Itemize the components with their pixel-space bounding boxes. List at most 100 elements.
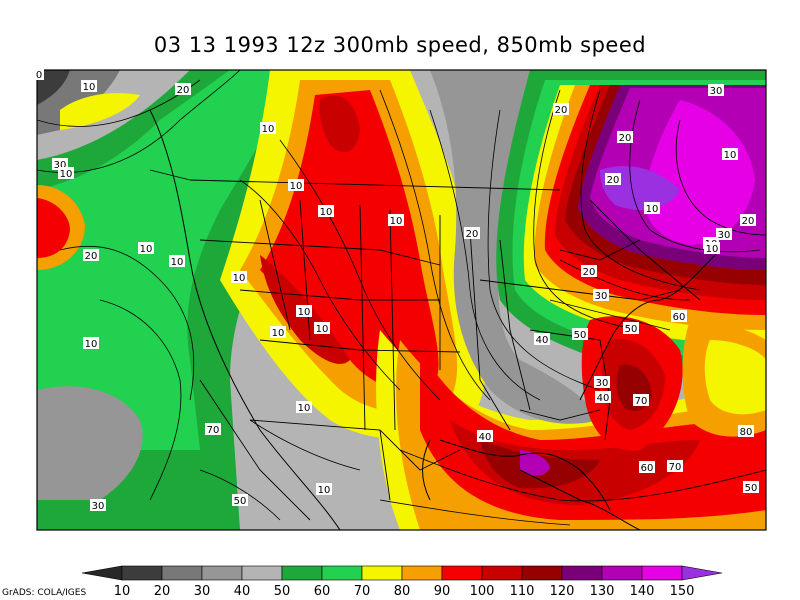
coastlines bbox=[149, 109, 721, 530]
contour-label-box bbox=[175, 83, 191, 95]
contour-label: 10 bbox=[706, 244, 719, 255]
contour-label: 20 bbox=[607, 175, 620, 186]
contour-label-box bbox=[722, 148, 738, 160]
colorbar-tick-label: 120 bbox=[550, 584, 575, 599]
colorbar-swatch bbox=[521, 565, 563, 581]
contour-label: 30 bbox=[54, 160, 67, 171]
contour-label-box bbox=[232, 494, 248, 506]
contour-label: 20 bbox=[85, 251, 98, 262]
colorbar-tick-label: 30 bbox=[194, 584, 211, 599]
contour-label: 10 bbox=[290, 181, 303, 192]
colorbar-tick-label: 60 bbox=[314, 584, 331, 599]
contour-label-box bbox=[138, 242, 154, 254]
contour-label: 70 bbox=[669, 462, 682, 473]
contour-label-box bbox=[83, 249, 99, 261]
contour-label-box bbox=[581, 265, 597, 277]
contour-label: 80 bbox=[740, 427, 753, 438]
colorbar-swatch bbox=[401, 565, 443, 581]
contour-label-box bbox=[671, 310, 687, 322]
contour-label-box bbox=[617, 131, 633, 143]
contour-label: 30 bbox=[92, 501, 105, 512]
contour-label: 10 bbox=[83, 82, 96, 93]
contour-label-box bbox=[58, 167, 74, 179]
contour-label-box bbox=[534, 333, 550, 345]
map-frame bbox=[36, 69, 767, 531]
contour-label: 70 bbox=[635, 396, 648, 407]
contour-label-box bbox=[633, 394, 649, 406]
contour-label: 10 bbox=[316, 324, 329, 335]
contour-label: 20 bbox=[555, 105, 568, 116]
contour-label-box bbox=[34, 68, 44, 80]
contour-label-box bbox=[708, 84, 724, 96]
contour-label-box bbox=[594, 376, 610, 388]
contour-label: 10 bbox=[140, 244, 153, 255]
contour-label: 40 bbox=[597, 393, 610, 404]
contour-label: 20 bbox=[583, 267, 596, 278]
contour-label-box bbox=[553, 103, 569, 115]
contour-label-box bbox=[644, 202, 660, 214]
colorbar-swatch bbox=[281, 565, 323, 581]
colorbar-tick-label: 140 bbox=[630, 584, 655, 599]
contour-label-box bbox=[81, 80, 97, 92]
colorbar-tick-label: 100 bbox=[470, 584, 495, 599]
contour-label: 10 bbox=[60, 169, 73, 180]
contour-label-box bbox=[83, 337, 99, 349]
contour-label: 10 bbox=[233, 273, 246, 284]
contour-label-box bbox=[231, 271, 247, 283]
contour-label-box bbox=[296, 305, 312, 317]
colorbar-swatch bbox=[601, 565, 643, 581]
contour-label: 10 bbox=[298, 403, 311, 414]
contour-label: 10 bbox=[320, 207, 333, 218]
colorbar-tick-label: 50 bbox=[274, 584, 291, 599]
colorbar-tick-label: 10 bbox=[114, 584, 131, 599]
contour-label: 20 bbox=[466, 229, 479, 240]
contour-label: 10 bbox=[272, 328, 285, 339]
contour-label: 10 bbox=[724, 150, 737, 161]
colorbar-tick-label: 90 bbox=[434, 584, 451, 599]
colorbar-tick-label: 20 bbox=[154, 584, 171, 599]
contour-label-box bbox=[314, 322, 330, 334]
contour-label-box bbox=[605, 173, 621, 185]
contour-label-box bbox=[740, 214, 756, 226]
contour-label: 50 bbox=[234, 496, 247, 507]
contour-label-box bbox=[704, 242, 720, 254]
colorbar-swatch bbox=[161, 565, 203, 581]
contour-label-box bbox=[738, 425, 754, 437]
contour-label: 0 bbox=[36, 70, 42, 81]
colorbar-low-arrow bbox=[81, 565, 123, 581]
contour-lines bbox=[37, 70, 766, 526]
contour-label: 40 bbox=[479, 432, 492, 443]
contour-label-box bbox=[464, 227, 480, 239]
colorbar: 10 20 30 40 50 60 70 80 90 100 110 120 130 140 150 bbox=[81, 565, 723, 599]
contour-labels: 010 2020103030102010101020201020101010102… bbox=[34, 68, 759, 512]
contour-label: 60 bbox=[673, 312, 686, 323]
contour-label: 70 bbox=[207, 425, 220, 436]
contour-label: 30 bbox=[596, 378, 609, 389]
contour-label: 10 bbox=[318, 485, 331, 496]
contour-label-box bbox=[572, 328, 588, 340]
colorbar-swatch bbox=[201, 565, 243, 581]
contour-label-box bbox=[667, 460, 683, 472]
political-boundaries bbox=[149, 169, 701, 521]
contour-label: 20 bbox=[619, 133, 632, 144]
colorbar-tick-label: 130 bbox=[590, 584, 615, 599]
contour-label-box bbox=[270, 326, 286, 338]
contour-label: 10 bbox=[298, 307, 311, 318]
contour-label: 10 bbox=[646, 204, 659, 215]
contour-label-box bbox=[288, 179, 304, 191]
contour-label-box bbox=[316, 483, 332, 495]
contour-label-box bbox=[593, 289, 609, 301]
contour-label: 20 bbox=[177, 85, 190, 96]
colorbar-swatch bbox=[321, 565, 363, 581]
contour-label-box bbox=[477, 430, 493, 442]
colorbar-swatch bbox=[361, 565, 403, 581]
colorbar-swatch bbox=[441, 565, 483, 581]
contour-label: 50 bbox=[574, 330, 587, 341]
contour-label-box bbox=[318, 205, 334, 217]
contour-label-box bbox=[296, 401, 312, 413]
contour-label: 30 bbox=[710, 86, 723, 97]
contour-label: 10 bbox=[390, 216, 403, 227]
colorbar-swatch bbox=[121, 565, 163, 581]
